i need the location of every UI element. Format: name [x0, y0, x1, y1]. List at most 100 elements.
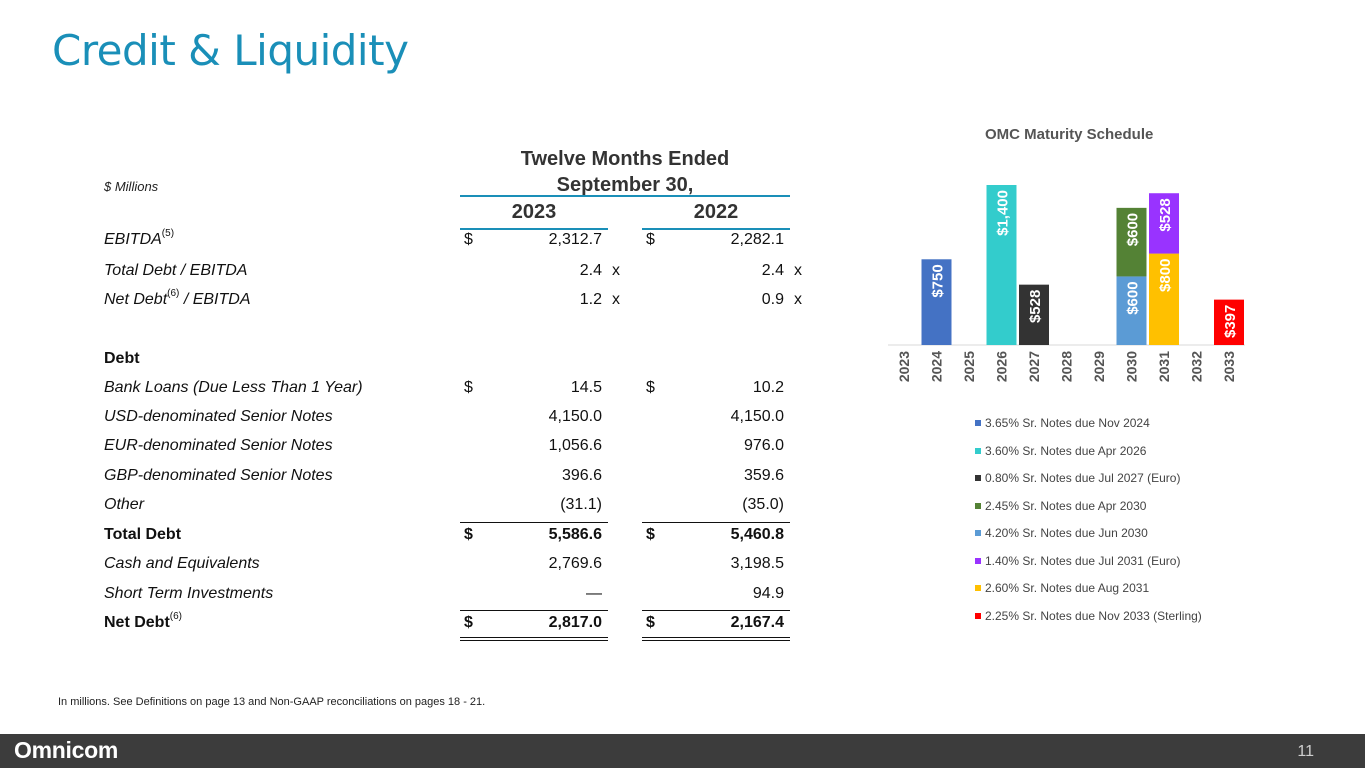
currency-symbol-2023: $ — [464, 379, 473, 396]
table-row: Other (31.1) (35.0) — [0, 496, 900, 520]
x-tick-label: 2028 — [1059, 351, 1075, 382]
bar-data-label: $397 — [1222, 305, 1239, 338]
year-header-2023: 2023 — [511, 201, 557, 223]
value-2022: (35.0) — [742, 496, 784, 513]
row-label: Other — [104, 496, 144, 514]
x-tick-label: 2027 — [1026, 351, 1042, 382]
chart-legend: 3.65% Sr. Notes due Nov 2024 3.60% Sr. No… — [975, 416, 1202, 636]
total-rule — [642, 637, 790, 638]
x-tick-label: 2023 — [896, 351, 912, 382]
row-label: EUR-denominated Senior Notes — [104, 437, 333, 455]
value-2023: 2.4 — [579, 262, 602, 279]
value-2023: 1.2 — [579, 291, 602, 308]
row-label: USD-denominated Senior Notes — [104, 408, 333, 426]
year-header-2022: 2022 — [693, 201, 739, 223]
bar-data-label: $528 — [1157, 198, 1174, 231]
legend-label: 4.20% Sr. Notes due Jun 2030 — [985, 526, 1148, 540]
currency-symbol-2022: $ — [646, 379, 655, 396]
multiple-suffix-2023: x — [612, 262, 620, 279]
page-title: Credit & Liquidity — [52, 26, 409, 75]
row-label: EBITDA(5) — [104, 227, 175, 249]
row-label: Net Debt(6) / EBITDA — [104, 288, 251, 309]
legend-label: 3.60% Sr. Notes due Apr 2026 — [985, 443, 1147, 458]
table-row: GBP-denominated Senior Notes 396.6 359.6 — [0, 467, 900, 491]
value-2023: 2,817.0 — [548, 614, 602, 631]
legend-swatch — [975, 502, 981, 509]
page-number: 11 — [1297, 743, 1314, 760]
bar-data-label: $800 — [1157, 259, 1174, 292]
chart-title: OMC Maturity Schedule — [985, 126, 1154, 143]
row-label-text: Cash and Equivalents — [104, 555, 260, 572]
legend-swatch — [975, 585, 981, 591]
year-rule-2023 — [460, 228, 608, 230]
legend-entry: 3.65% Sr. Notes due Nov 2024 — [975, 416, 1202, 444]
currency-symbol-2023: $ — [464, 231, 473, 248]
legend-entry: 0.80% Sr. Notes due Jul 2027 (Euro) — [975, 471, 1202, 499]
value-2022: 2,282.1 — [730, 231, 784, 248]
value-2022: 976.0 — [743, 437, 784, 454]
row-label: Cash and Equivalents — [104, 555, 260, 573]
currency-symbol-2023: $ — [464, 526, 473, 543]
legend-label: 0.80% Sr. Notes due Jul 2027 (Euro) — [985, 471, 1181, 485]
value-2023: 4,150.0 — [548, 408, 602, 425]
legend-label: 1.40% Sr. Notes due Jul 2031 (Euro) — [985, 553, 1181, 568]
table-row: EBITDA(5) $2,312.7 $2,282.1 — [0, 227, 900, 255]
total-rule — [460, 637, 608, 638]
total-rule — [460, 522, 608, 523]
multiple-suffix-2023: x — [612, 291, 620, 308]
footnote: In millions. See Definitions on page 13 … — [58, 696, 486, 708]
row-label-text: Total Debt / EBITDA — [104, 262, 248, 279]
x-tick-label: 2024 — [929, 351, 945, 382]
value-2023: 5,586.6 — [548, 526, 602, 543]
value-2022: 2,167.4 — [730, 614, 784, 631]
row-label-text: Other — [104, 496, 145, 513]
multiple-suffix-2022: x — [794, 262, 802, 279]
row-label-text: Short Term Investments — [104, 585, 274, 602]
legend-swatch — [975, 612, 981, 619]
row-label: Debt — [104, 350, 140, 368]
legend-label: 3.65% Sr. Notes due Nov 2024 — [985, 416, 1150, 430]
value-2022: 2.4 — [761, 262, 784, 279]
legend-entry: 2.25% Sr. Notes due Nov 2033 (Sterling) — [975, 609, 1202, 637]
value-2022: 0.9 — [761, 291, 784, 308]
row-label-text: Net Debt — [104, 291, 168, 308]
table-row: USD-denominated Senior Notes 4,150.0 4,150… — [0, 408, 900, 432]
row-label-text: EBITDA — [104, 231, 162, 248]
total-rule — [642, 610, 790, 611]
x-tick-label: 2031 — [1156, 351, 1172, 382]
value-2023: 2,769.6 — [548, 555, 602, 572]
bar-segment — [1149, 193, 1179, 254]
period-line-2: September 30, — [556, 174, 694, 196]
maturity-chart: $750 $1,400 $528 $600 $600 $800 $528 $397 2023 20… — [888, 185, 1245, 382]
x-tick-label: 2033 — [1221, 351, 1237, 382]
total-rule — [460, 640, 608, 641]
legend-swatch — [975, 420, 981, 426]
legend-label: 2.45% Sr. Notes due Apr 2030 — [985, 498, 1147, 513]
legend-entry: 2.45% Sr. Notes due Apr 2030 — [975, 499, 1202, 527]
footnote-marker: (5) — [161, 227, 175, 239]
row-label: Bank Loans (Due Less Than 1 Year) — [104, 379, 363, 397]
value-2023: 396.6 — [561, 467, 602, 484]
table-row: Short Term Investments — 94.9 — [0, 585, 900, 609]
bar-segment — [1116, 207, 1147, 277]
multiple-suffix-2022: x — [794, 291, 802, 308]
bar-data-label: $528 — [1027, 290, 1044, 323]
x-tick-label: 2032 — [1189, 351, 1205, 382]
legend-swatch — [975, 557, 981, 564]
x-tick-label: 2026 — [994, 351, 1010, 382]
value-2022: 5,460.8 — [730, 526, 784, 543]
table-row: Net Debt(6) / EBITDA 1.2 x 0.9 x — [0, 288, 900, 315]
total-rule — [642, 640, 790, 641]
total-rule — [460, 610, 608, 611]
header-rule — [460, 195, 790, 197]
row-label-text: Net Debt — [104, 614, 170, 631]
row-label-suffix: / EBITDA — [179, 291, 251, 308]
table-row: Total Debt / EBITDA 2.4 x 2.4 x — [0, 262, 900, 286]
year-rule-2022 — [642, 228, 790, 230]
omnicom-logo: Omnicom — [14, 737, 118, 763]
bar-segment — [921, 259, 952, 345]
row-label-text: EUR-denominated Senior Notes — [104, 437, 333, 454]
row-label: Net Debt(6) — [104, 611, 182, 632]
currency-symbol-2022: $ — [646, 526, 655, 543]
value-2022: 359.6 — [743, 467, 784, 484]
